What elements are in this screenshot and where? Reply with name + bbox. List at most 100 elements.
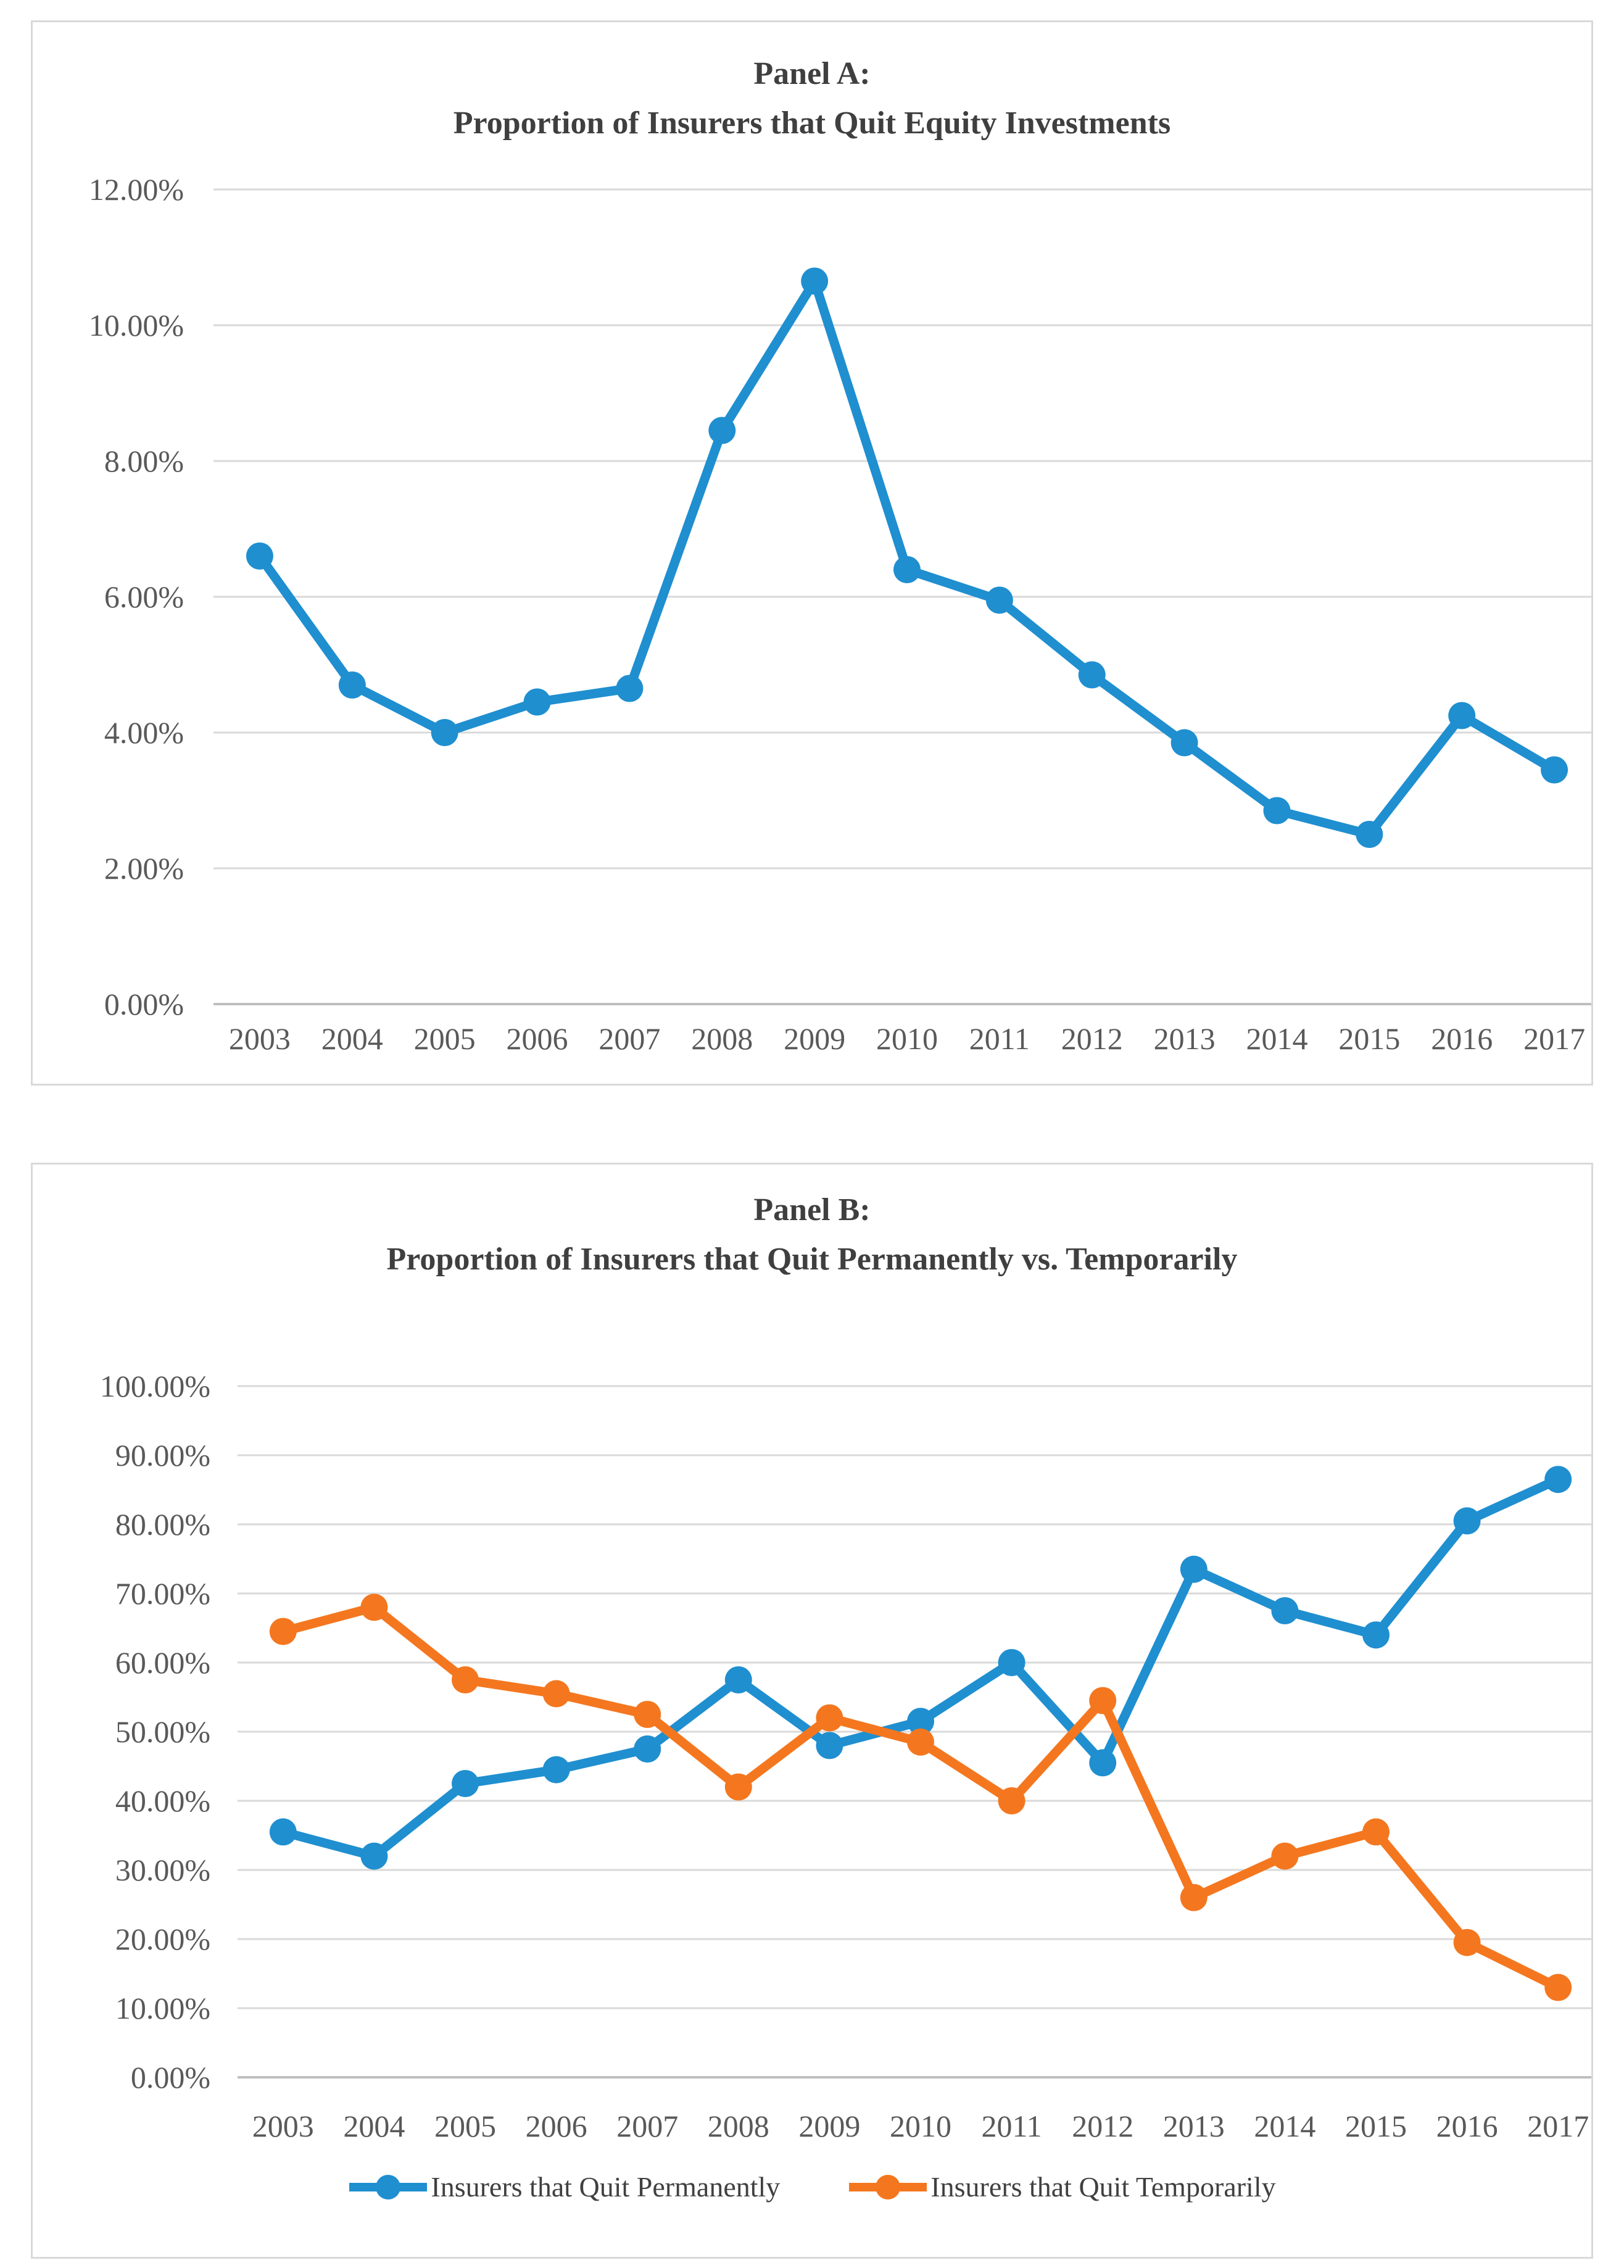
x-tick-label: 2012 <box>1072 2109 1133 2143</box>
x-tick-label: 2007 <box>599 1021 660 1056</box>
legend-label-permanently: Insurers that Quit Permanently <box>431 2171 781 2203</box>
x-tick-label: 2004 <box>343 2109 405 2143</box>
panel-b-title-line1: Panel B: <box>753 1192 871 1227</box>
x-tick-label: 2006 <box>507 1021 568 1056</box>
data-point-marker <box>1362 1818 1390 1846</box>
x-tick-label: 2008 <box>691 1021 753 1056</box>
data-point-marker <box>1180 1884 1208 1911</box>
data-point-marker <box>452 1666 479 1693</box>
data-point-marker <box>907 1728 934 1756</box>
data-point-marker <box>431 719 458 746</box>
data-point-marker <box>1180 1555 1208 1583</box>
data-point-marker <box>269 1618 297 1645</box>
x-tick-label: 2003 <box>252 2109 314 2143</box>
data-point-marker <box>1453 1507 1481 1535</box>
data-point-marker <box>724 1773 752 1801</box>
data-point-marker <box>269 1818 297 1846</box>
panel-a-title-line1: Panel A: <box>753 56 871 91</box>
legend-marker-temporarily-icon <box>849 2174 927 2199</box>
data-point-marker <box>1362 1621 1390 1649</box>
y-tick-label: 10.00% <box>89 308 184 343</box>
y-tick-label: 80.00% <box>115 1507 210 1542</box>
y-tick-label: 50.00% <box>115 1714 210 1749</box>
panel-b-line-chart: 0.00% 10.00% 20.00% 30.00% 40.00% 50.00% 60.00… <box>100 1369 1591 2143</box>
data-point-marker <box>1448 702 1476 729</box>
legend-marker-permanently-icon <box>349 2174 428 2199</box>
y-tick-label: 12.00% <box>89 172 184 207</box>
data-point-marker <box>1453 1929 1481 1956</box>
data-point-marker <box>542 1756 570 1784</box>
x-tick-label: 2016 <box>1436 2109 1498 2143</box>
x-tick-label: 2016 <box>1431 1021 1493 1056</box>
series-line <box>278 1474 1563 1861</box>
x-tick-label: 2007 <box>616 2109 678 2143</box>
x-tick-label: 2014 <box>1246 1021 1307 1056</box>
data-point-marker <box>998 1787 1025 1814</box>
data-point-marker <box>360 1842 388 1870</box>
y-tick-label: 40.00% <box>115 1784 210 1818</box>
x-tick-label: 2011 <box>982 2109 1042 2143</box>
data-point-marker <box>1089 1687 1117 1714</box>
x-tick-label: 2009 <box>798 2109 860 2143</box>
panel-b: Panel B: Proportion of Insurers that Qui… <box>31 1163 1593 2259</box>
y-tick-label: 30.00% <box>115 1853 210 1887</box>
data-point-marker <box>998 1649 1025 1676</box>
y-tick-label: 90.00% <box>115 1438 210 1473</box>
x-tick-label: 2014 <box>1254 2109 1315 2143</box>
y-tick-label: 70.00% <box>115 1576 210 1611</box>
x-tick-label: 2017 <box>1527 2109 1589 2143</box>
data-point-marker <box>338 671 366 699</box>
panel-a: Panel A: Proportion of Insurers that Qui… <box>31 20 1593 1086</box>
x-tick-label: 2015 <box>1345 2109 1407 2143</box>
data-point-marker <box>1170 729 1198 757</box>
data-point-marker <box>542 1680 570 1708</box>
data-point-marker <box>816 1732 843 1759</box>
data-point-marker <box>816 1704 843 1732</box>
x-tick-label: 2015 <box>1338 1021 1400 1056</box>
data-point-marker <box>1544 1466 1572 1493</box>
data-point-marker <box>724 1666 752 1693</box>
x-tick-label: 2005 <box>434 2109 496 2143</box>
data-point-marker <box>1271 1842 1299 1870</box>
data-point-marker <box>1263 797 1291 825</box>
data-point-marker <box>360 1593 388 1621</box>
data-point-marker <box>907 1708 934 1735</box>
data-point-marker <box>985 586 1013 614</box>
data-point-marker <box>246 542 273 570</box>
y-tick-label: 60.00% <box>115 1645 210 1680</box>
series-line <box>278 1602 1563 1992</box>
data-point-marker <box>801 267 829 295</box>
data-point-marker <box>708 417 736 444</box>
panel-a-title-line2: Proportion of Insurers that Quit Equity … <box>453 106 1171 141</box>
panel-b-title: Panel B: Proportion of Insurers that Qui… <box>33 1186 1591 1284</box>
data-point-marker <box>1541 756 1568 784</box>
y-tick-label: 8.00% <box>104 444 184 478</box>
x-tick-label: 2008 <box>708 2109 769 2143</box>
legend-item-permanently: Insurers that Quit Permanently <box>348 2170 780 2203</box>
data-point-marker <box>1271 1597 1299 1624</box>
y-tick-label: 0.00% <box>104 987 184 1021</box>
data-point-marker <box>1078 661 1106 689</box>
data-point-marker <box>634 1701 661 1728</box>
legend-label-temporarily: Insurers that Quit Temporarily <box>930 2171 1276 2203</box>
chart-legend: Insurers that Quit Permanently Insurers … <box>33 2170 1591 2203</box>
y-tick-label: 6.00% <box>104 579 184 614</box>
y-tick-label: 10.00% <box>115 1991 210 2025</box>
data-point-marker <box>1544 1974 1572 2001</box>
x-tick-label: 2012 <box>1061 1021 1123 1056</box>
x-tick-label: 2010 <box>876 1021 938 1056</box>
legend-item-temporarily: Insurers that Quit Temporarily <box>848 2170 1276 2203</box>
x-tick-label: 2010 <box>890 2109 951 2143</box>
data-point-marker <box>893 556 921 583</box>
x-tick-label: 2011 <box>969 1021 1030 1056</box>
y-tick-label: 0.00% <box>131 2060 210 2095</box>
x-tick-label: 2005 <box>414 1021 476 1056</box>
x-tick-label: 2004 <box>321 1021 383 1056</box>
panel-a-title: Panel A: Proportion of Insurers that Qui… <box>33 49 1591 148</box>
data-point-marker <box>523 688 551 716</box>
data-point-marker <box>634 1735 661 1763</box>
data-point-marker <box>1356 821 1383 848</box>
panel-a-line-chart: 0.00% 2.00% 4.00% 6.00% 8.00% 10.00% 12.00% 200… <box>89 172 1591 1056</box>
x-tick-label: 2017 <box>1523 1021 1585 1056</box>
